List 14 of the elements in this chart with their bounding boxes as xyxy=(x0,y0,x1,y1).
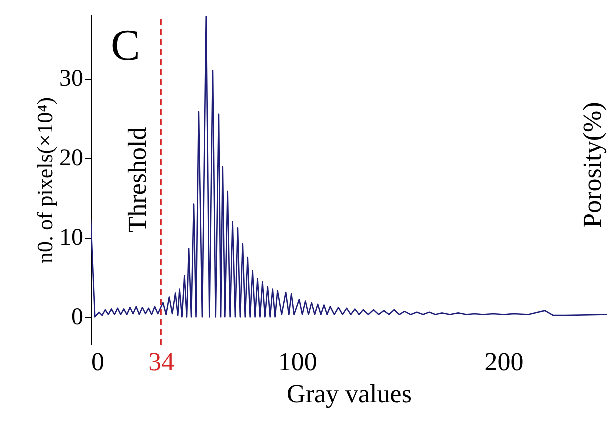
x-tick-label: 100 xyxy=(278,348,318,376)
y-tick-label: 0 xyxy=(72,304,84,331)
y-tick-label: 20 xyxy=(60,146,84,172)
x-tick-label: 200 xyxy=(484,348,524,376)
y-tick-label: 10 xyxy=(60,225,84,252)
line-series xyxy=(91,16,607,318)
y-tick-label: 30 xyxy=(60,66,84,92)
x-tick-label: 0 xyxy=(92,348,104,376)
y-axis-title: n0. of pixels(×10⁴) xyxy=(32,97,58,264)
x-tick-label: 34 xyxy=(148,348,175,376)
y2-axis-title: Porosity(%) xyxy=(578,102,607,228)
x-axis-title: Gray values xyxy=(287,380,412,408)
ref-line-label: Threshold xyxy=(123,127,152,233)
annotation: C xyxy=(111,21,140,70)
